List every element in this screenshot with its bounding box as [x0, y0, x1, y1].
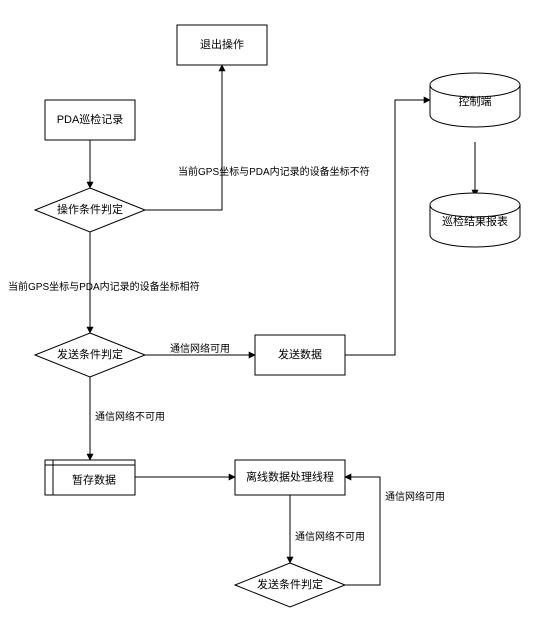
node-label-exit_op: 退出操作 — [200, 37, 244, 51]
edge-label-e3: 当前GPS坐标与PDA内记录的设备坐标相符 — [8, 280, 200, 293]
edge-label-e5: 通信网络不可用 — [95, 410, 165, 423]
edge-label-e4: 通信网络可用 — [170, 342, 230, 355]
edge-e8 — [345, 477, 380, 585]
edge-e2 — [145, 65, 222, 210]
node-label-op_cond: 操作条件判定 — [57, 202, 123, 216]
edge-label-e8: 通信网络可用 — [385, 490, 445, 503]
node-label-temp_store: 暂存数据 — [72, 472, 116, 486]
node-label-ctrl_end: 控制端 — [459, 94, 492, 108]
edge-label-e2: 当前GPS坐标与PDA内记录的设备坐标不符 — [178, 165, 370, 178]
edge-label-e7: 通信网络不可用 — [295, 530, 365, 543]
node-label-send_cond: 发送条件判定 — [57, 347, 123, 361]
node-label-pda_record: PDA巡检记录 — [57, 112, 124, 126]
node-label-report: 巡检结果报表 — [442, 214, 508, 228]
flowchart: 退出操作PDA巡检记录操作条件判定发送条件判定发送数据暂存数据离线数据处理线程发… — [0, 0, 550, 639]
node-label-send_cond2: 发送条件判定 — [257, 577, 323, 591]
node-label-send_data: 发送数据 — [278, 347, 322, 361]
node-label-offline_proc: 离线数据处理线程 — [246, 469, 334, 483]
edge-e9 — [345, 100, 430, 355]
